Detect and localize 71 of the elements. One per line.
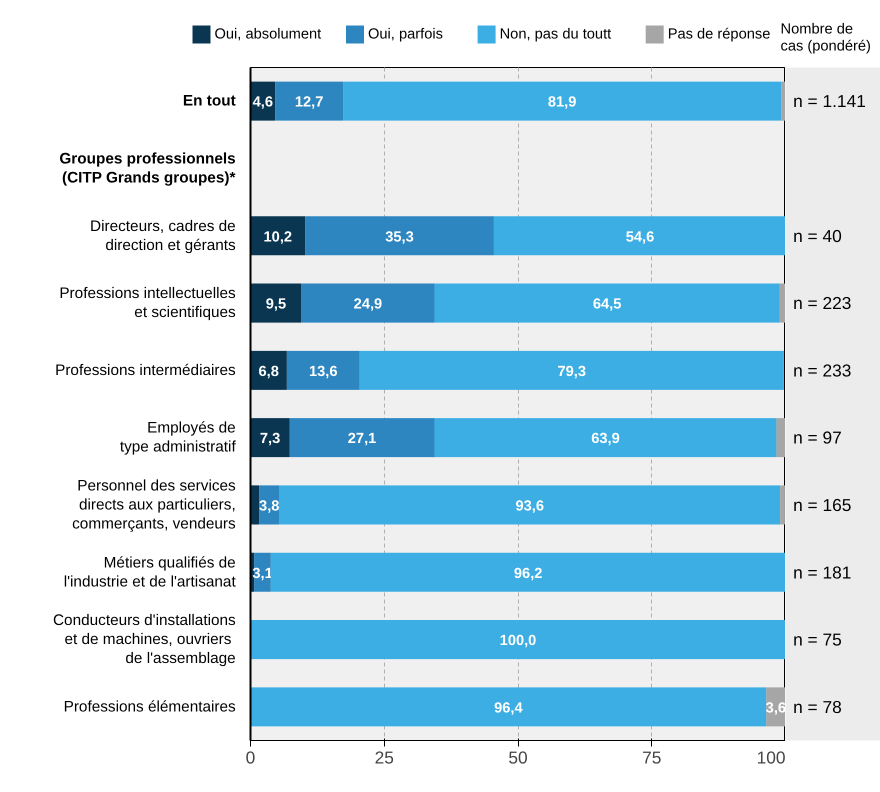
- bar: [250, 284, 302, 323]
- data-label: 96,2: [514, 566, 542, 582]
- y-tick-label: Professions intermédiaires: [55, 362, 236, 379]
- data-label: 13,6: [308, 364, 338, 380]
- data-label: 3,8: [259, 498, 280, 514]
- data-label: 3,1: [252, 566, 273, 582]
- x-tick-label: 0: [246, 748, 256, 768]
- legend-label: Non, pas du toutt: [500, 26, 612, 42]
- text: n = 223: [793, 293, 852, 314]
- text: n = 233: [793, 360, 852, 380]
- data-label: 81,9: [548, 94, 576, 111]
- data-label: 9,5: [266, 296, 286, 313]
- y-tick-label: Personnel des services directs aux particuliers, commerçants, vendeurs: [72, 477, 236, 532]
- data-label: 4,6: [252, 94, 273, 111]
- data-label: 6,8: [258, 364, 279, 380]
- bar: [270, 552, 785, 592]
- y-tick-label: Métiers qualifiés de l'industrie et de l'artisanat: [64, 554, 236, 590]
- data-label: 7,3: [260, 431, 280, 448]
- legend-label: Oui, absolument: [214, 26, 322, 42]
- text: n = 97: [793, 428, 842, 448]
- text: n = 165: [793, 494, 852, 515]
- bar: [286, 350, 360, 390]
- bar: [250, 687, 766, 726]
- data-label: 96,4: [494, 700, 524, 716]
- bar: [301, 284, 435, 323]
- data-label: 54,6: [626, 229, 654, 246]
- y-tick-label: Professions intellectuelles et scientifiques: [59, 285, 236, 322]
- bar: [275, 82, 344, 121]
- bar: [494, 216, 785, 256]
- y-tick-label: Directeurs, cadres de direction et gérants: [90, 218, 236, 254]
- legend-label: Pas de réponse: [668, 26, 770, 42]
- data-label: 12,7: [294, 94, 324, 111]
- text: n = 181: [793, 562, 852, 582]
- bar: [290, 418, 435, 458]
- bar: [780, 485, 785, 524]
- y-tick-label: En tout: [182, 92, 236, 110]
- data-label: 24,9: [354, 296, 382, 313]
- text: n = 1.141: [793, 91, 866, 112]
- bar: [434, 284, 780, 323]
- bar: [343, 82, 782, 121]
- bar: [776, 418, 785, 458]
- y-tick-label: Groupes professionnels (CITP Grands groupes)*: [59, 150, 236, 186]
- bar: [360, 350, 784, 390]
- data-label: 79,3: [558, 364, 586, 380]
- text: n = 78: [793, 696, 842, 717]
- data-label: 35,3: [385, 229, 414, 246]
- bar: [279, 485, 780, 524]
- bar: [250, 216, 306, 256]
- data-label: 100,0: [500, 633, 536, 650]
- bar: [250, 620, 785, 660]
- data-label: 27,1: [348, 431, 376, 448]
- legend-label: Oui, parfois: [368, 26, 443, 42]
- data-label: 93,6: [516, 498, 544, 514]
- data-label: 10,2: [264, 229, 292, 246]
- data-label: 64,5: [592, 296, 622, 313]
- bar: [250, 418, 290, 458]
- text: Nombre de cas (pondéré): [780, 22, 871, 54]
- bar: [780, 284, 785, 323]
- bar: [781, 82, 785, 121]
- x-tick-label: 100: [756, 748, 786, 768]
- bar: [305, 216, 494, 256]
- x-tick-label: 50: [508, 748, 528, 768]
- bar: [434, 418, 776, 458]
- text: n = 40: [793, 226, 842, 246]
- y-tick-label: Conducteurs d'installations et de machines, ouvriers de l'assemblage: [52, 612, 236, 668]
- x-tick-label: 25: [374, 748, 394, 768]
- data-label: 63,9: [591, 431, 620, 448]
- x-tick-label: 75: [642, 748, 662, 768]
- y-tick-label: Employés de type administratif: [120, 420, 236, 456]
- text: n = 75: [793, 630, 842, 650]
- y-tick-label: Professions élémentaires: [64, 698, 236, 716]
